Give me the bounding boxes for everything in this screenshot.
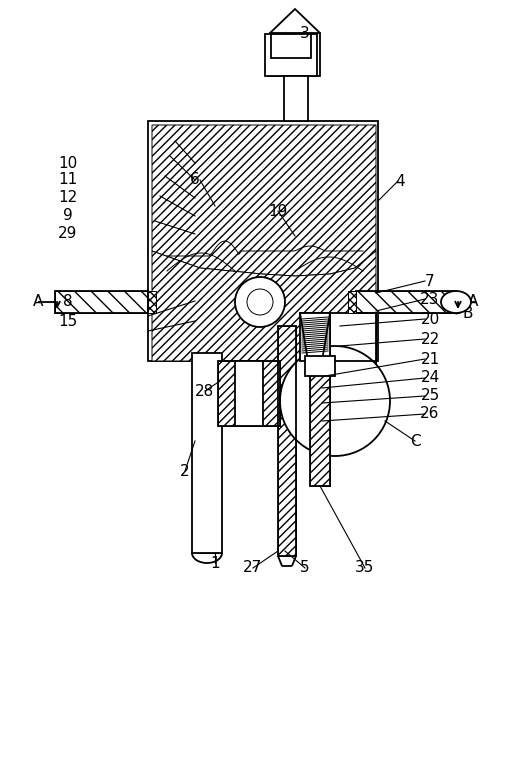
Bar [218,361,280,426]
Bar [218,361,280,426]
Ellipse shape [280,346,390,456]
Text: 25: 25 [420,388,439,404]
Circle shape [247,289,273,315]
Text: 2: 2 [180,463,190,479]
Polygon shape [152,251,376,361]
Bar [148,291,156,313]
Bar [330,313,376,386]
Polygon shape [300,313,330,361]
Bar [278,326,296,556]
Text: 27: 27 [243,561,263,576]
Text: 26: 26 [420,406,439,422]
Bar [55,291,148,313]
Bar [192,353,222,553]
Text: 12: 12 [59,191,78,205]
Text: 5: 5 [300,561,310,576]
Text: 28: 28 [195,383,215,398]
Text: 22: 22 [420,331,439,347]
Text: 11: 11 [59,173,78,187]
Bar [284,76,308,121]
Text: 7: 7 [425,273,435,288]
Text: 29: 29 [58,226,78,241]
Bar [310,366,330,486]
Text: 3: 3 [300,26,310,41]
Circle shape [235,277,285,327]
Text: B: B [463,305,473,320]
Bar [310,366,330,486]
Polygon shape [270,33,320,76]
Bar [196,353,218,553]
Text: 8: 8 [63,294,73,308]
Polygon shape [270,9,320,33]
Bar [55,291,148,313]
Text: 9: 9 [63,209,73,223]
Text: 19: 19 [268,204,288,219]
Bar [356,291,456,313]
Text: 6: 6 [190,173,200,187]
Text: A: A [33,294,43,309]
Text: C: C [410,433,420,448]
Text: 4: 4 [395,173,405,188]
Text: 24: 24 [420,370,439,386]
Bar [348,291,356,313]
Text: 10: 10 [59,155,78,170]
Text: A: A [468,294,478,309]
Text: 20: 20 [420,312,439,326]
Bar [330,313,376,386]
Bar [305,356,335,376]
Bar [271,34,311,58]
Bar [356,291,456,313]
Polygon shape [152,125,376,276]
Ellipse shape [441,291,471,313]
Bar [265,34,317,76]
Bar [300,313,330,361]
Bar [278,326,296,556]
Bar [148,121,378,361]
Text: 1: 1 [210,555,220,570]
Text: 23: 23 [420,291,439,306]
Text: 21: 21 [420,351,439,366]
Text: 35: 35 [355,561,375,576]
Bar [235,361,263,426]
Text: 15: 15 [59,313,78,329]
